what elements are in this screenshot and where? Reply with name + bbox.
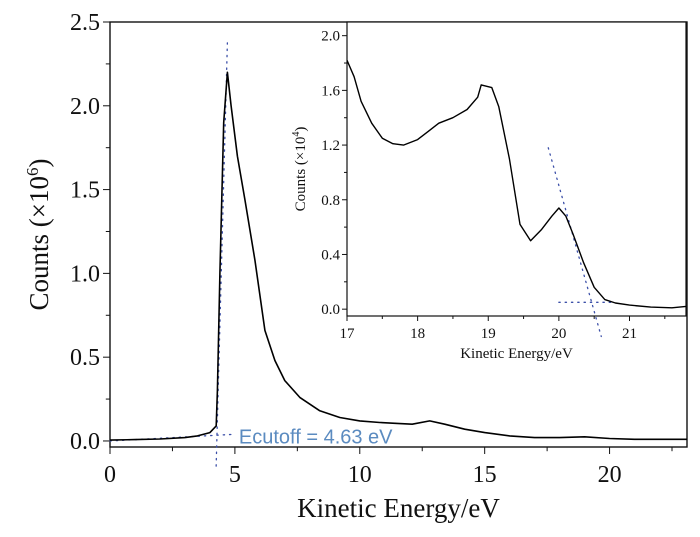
main-y-axis-title: Counts (×106) bbox=[23, 159, 54, 311]
main-x-tick-label: 5 bbox=[229, 462, 241, 488]
inset-series-line bbox=[347, 60, 686, 309]
inset-y-tick-label: 0.4 bbox=[321, 247, 340, 263]
inset-edge-fit-line bbox=[547, 147, 602, 338]
main-x-tick-label: 15 bbox=[473, 462, 497, 488]
inset-x-tick-label: 21 bbox=[622, 326, 637, 342]
inset-y-tick-label: 2.0 bbox=[321, 29, 340, 45]
main-y-tick-label: 2.0 bbox=[70, 94, 100, 120]
inset-x-tick-label: 19 bbox=[481, 326, 496, 342]
inset-x-tick-label: 17 bbox=[340, 326, 356, 342]
inset-y-axis-title-close: ) bbox=[293, 127, 309, 132]
main-x-axis-title: Kinetic Energy/eV bbox=[297, 493, 500, 523]
main-y-tick-label: 1.5 bbox=[70, 178, 100, 204]
main-y-axis-title-close: ) bbox=[24, 159, 54, 168]
main-annotation: Ecutoff = 4.63 eV bbox=[239, 427, 393, 449]
main-x-tick-label: 20 bbox=[598, 462, 622, 488]
inset-y-tick-label: 1.2 bbox=[321, 138, 340, 154]
main-y-axis-title-text: Counts (×10 bbox=[24, 176, 54, 311]
main-y-axis-title-exponent: 6 bbox=[23, 168, 42, 177]
main-y-tick-label: 2.5 bbox=[70, 10, 100, 36]
main-y-tick-label: 0.5 bbox=[70, 345, 100, 371]
main-y-tick-label: 0.0 bbox=[70, 429, 100, 455]
inset-x-tick-label: 20 bbox=[551, 326, 566, 342]
main-series-line bbox=[110, 71, 687, 441]
main-y-tick-label: 1.0 bbox=[70, 261, 100, 287]
inset-y-tick-label: 0.0 bbox=[321, 302, 340, 318]
main-x-tick-label: 10 bbox=[348, 462, 372, 488]
inset-y-axis-title-text: Counts (×10 bbox=[293, 137, 309, 212]
inset-frame bbox=[346, 21, 687, 317]
inset-plot: 17 18 19 20 21 0.0 0.4 0.8 1.2 1.6 2.0 Kinetic Ener… bbox=[291, 21, 687, 362]
inset-y-axis-title-exponent: 4 bbox=[291, 132, 302, 137]
inset-y-tick-label: 0.8 bbox=[321, 193, 340, 209]
inset-x-axis-title: Kinetic Energy/eV bbox=[460, 346, 573, 362]
main-x-tick-label: 0 bbox=[104, 462, 116, 488]
inset-y-axis-title: Counts (×104) bbox=[291, 127, 309, 212]
inset-y-tick-label: 1.6 bbox=[321, 83, 340, 99]
inset-x-tick-label: 18 bbox=[410, 326, 425, 342]
